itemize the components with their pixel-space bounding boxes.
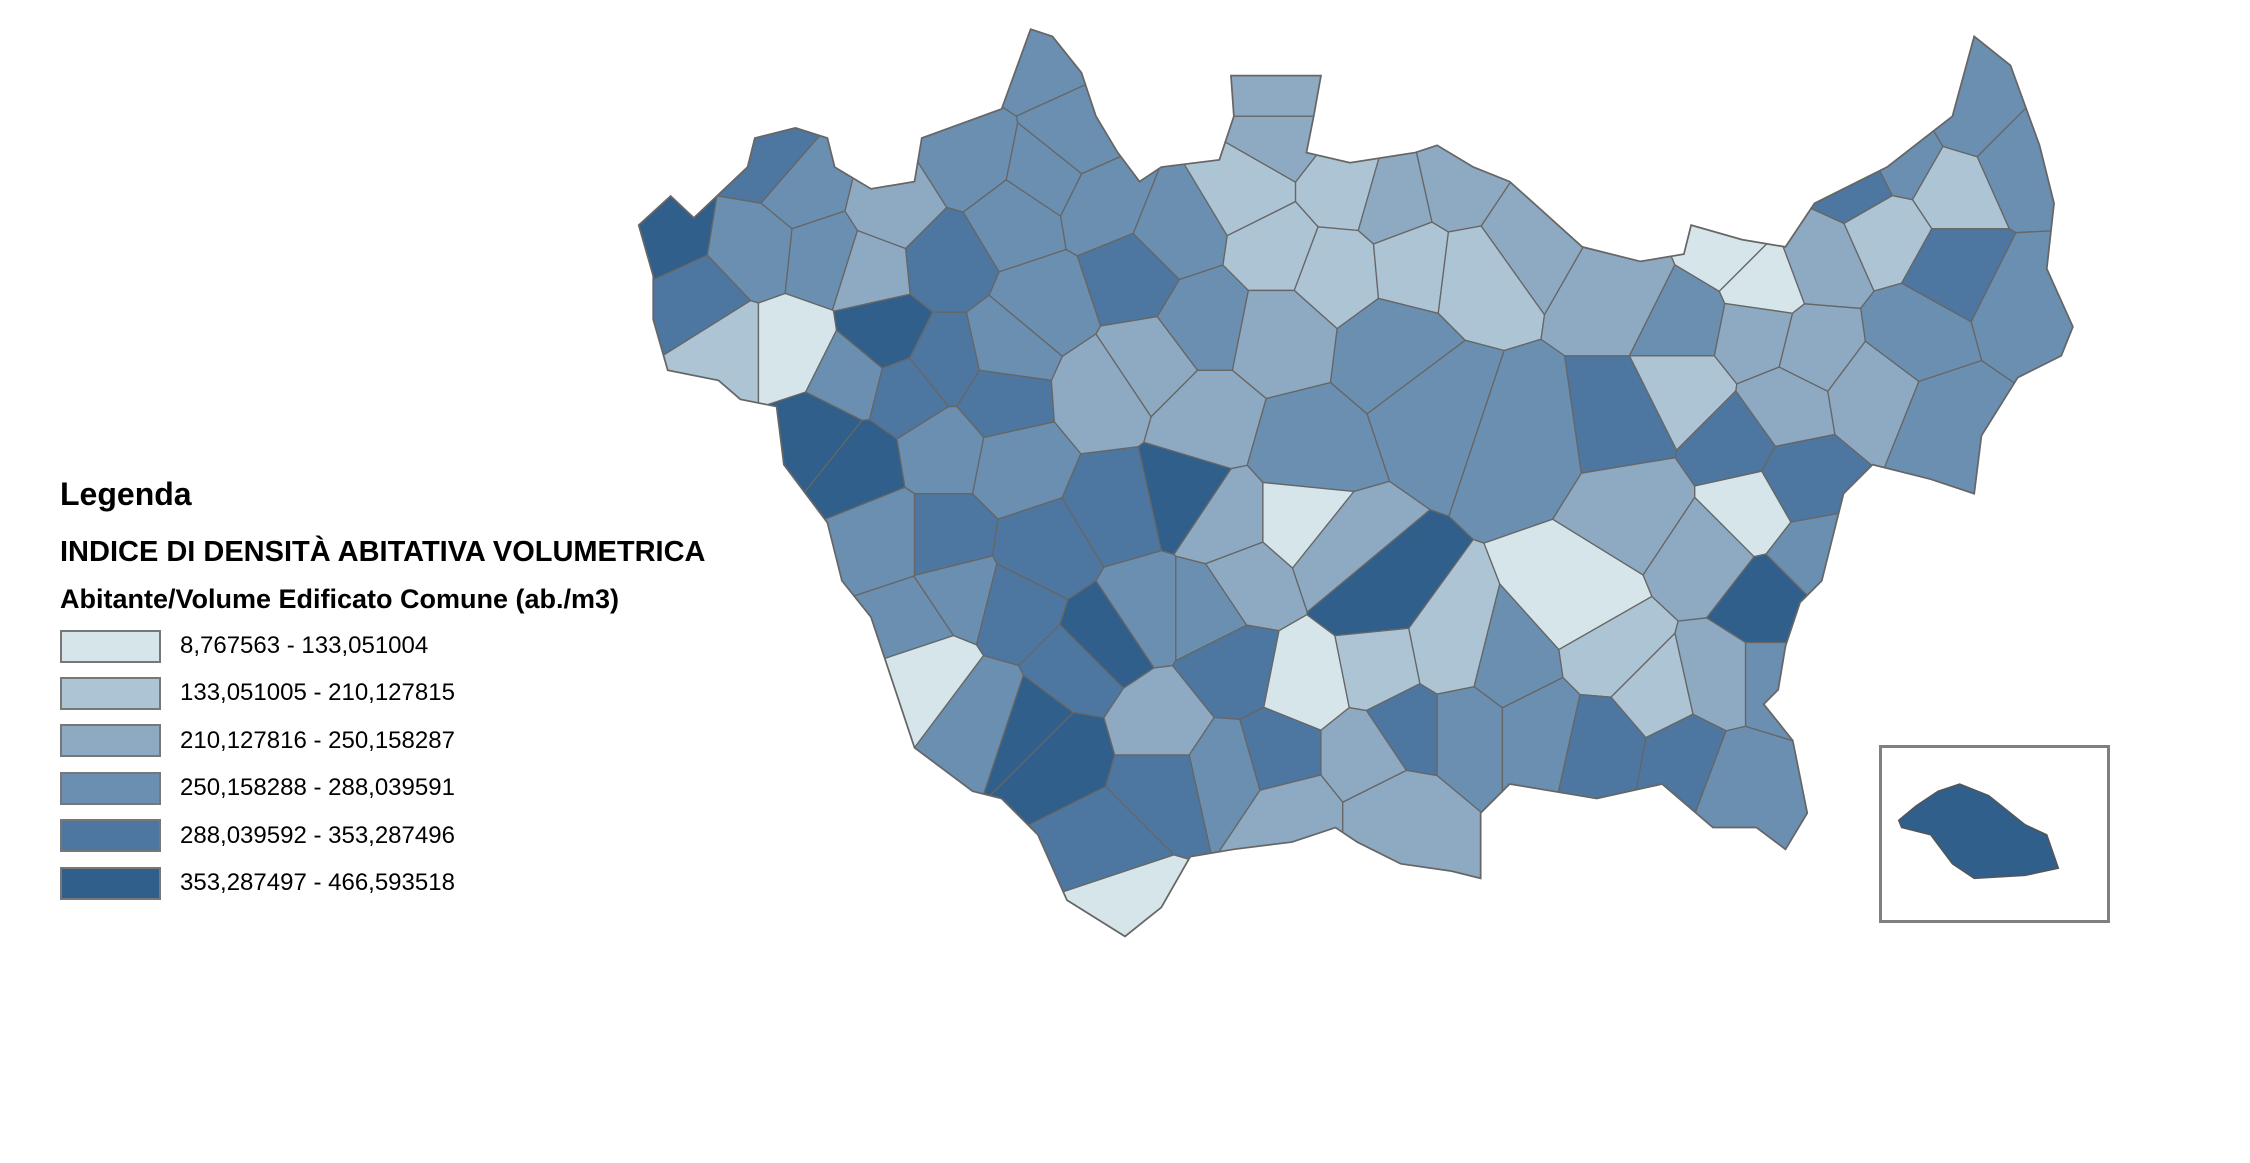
legend-swatch (60, 629, 161, 663)
legend-label: 353,287497 - 466,593518 (180, 869, 455, 896)
municipality (870, 29, 1019, 213)
municipality (1630, 29, 1785, 293)
municipality (1793, 29, 1944, 201)
municipality (1765, 502, 2073, 748)
municipality (733, 654, 1025, 937)
municipality (1320, 706, 1408, 803)
province-outline (637, 28, 2074, 938)
municipality (861, 29, 1171, 117)
legend-swatch (60, 676, 161, 710)
municipality (1342, 769, 1573, 937)
municipality (1175, 555, 1248, 662)
municipality (1854, 29, 2073, 158)
municipality (1881, 359, 2073, 747)
legend-item: 288,039592 - 353,287496 (60, 818, 455, 854)
legend-swatch (60, 819, 161, 853)
municipality (975, 562, 1069, 667)
municipality (638, 486, 916, 689)
legend-swatch (60, 724, 161, 758)
legend-item: 8,767563 - 133,051004 (60, 628, 428, 664)
legend-swatch (60, 771, 161, 805)
legend-label: 133,051005 - 210,127815 (180, 679, 455, 707)
legend-label: 210,127816 - 250,158287 (180, 726, 455, 754)
legend-indicator: INDICE DI DENSITÀ ABITATIVA VOLUMETRICA (60, 536, 706, 568)
legend-label: 250,158288 - 288,039591 (180, 774, 455, 802)
legend-label: 288,039592 - 353,287496 (180, 821, 455, 849)
legend-title: Legenda (60, 476, 192, 512)
municipality (1160, 29, 1443, 117)
municipality (1231, 289, 1338, 400)
legend-item: 250,158288 - 288,039591 (60, 770, 455, 806)
legend-swatch (60, 866, 161, 900)
municipality (801, 854, 1282, 937)
municipality (638, 634, 985, 937)
legend-item: 353,287497 - 466,593518 (60, 865, 455, 901)
legend-item: 210,127816 - 250,158287 (60, 723, 455, 759)
inset-frame (1879, 745, 2110, 923)
inset-municipality (1897, 783, 2060, 880)
municipality (638, 391, 864, 663)
legend-item: 133,051005 - 210,127815 (60, 675, 455, 711)
municipality (1684, 29, 1894, 225)
municipality (1735, 366, 1836, 448)
municipality (706, 195, 793, 304)
legend-subtitle: Abitante/Volume Edificato Comune (ab./m3… (60, 584, 620, 614)
legend-label: 8,767563 - 133,051004 (180, 632, 429, 659)
